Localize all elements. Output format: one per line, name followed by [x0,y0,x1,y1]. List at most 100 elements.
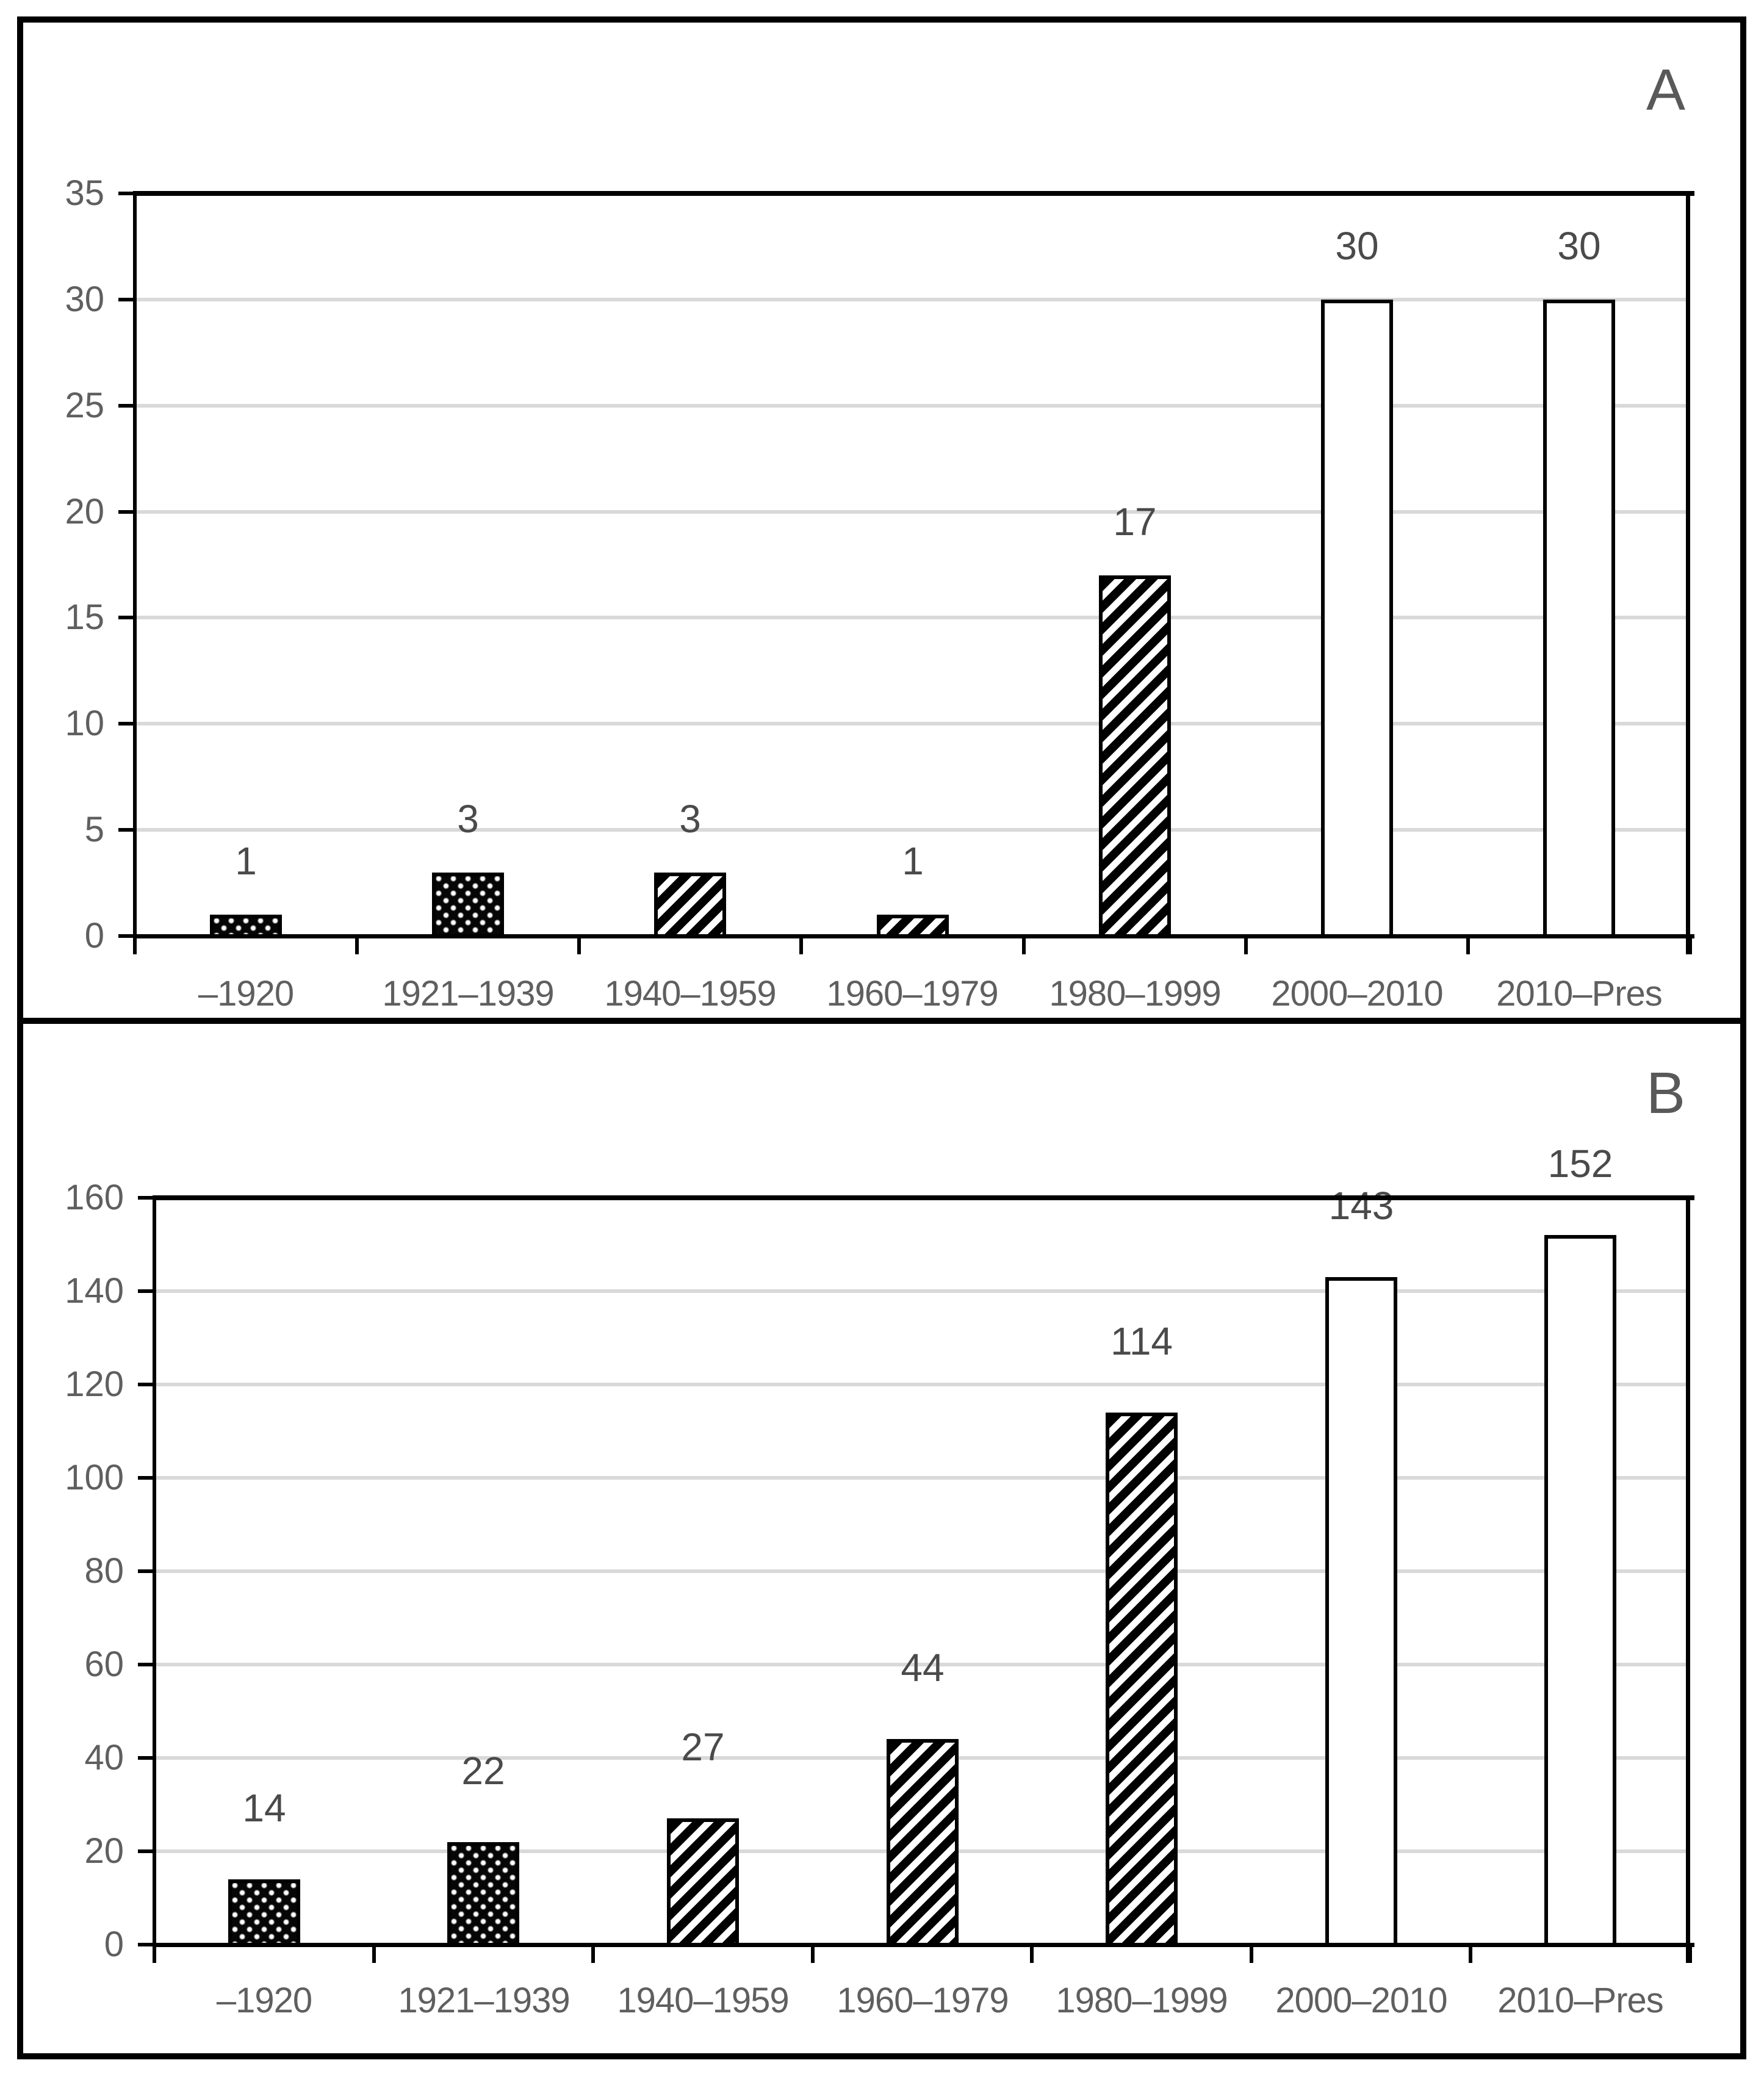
y-gridline [154,1476,1690,1480]
x-axis-category-label: 1940–1959 [617,1981,789,2020]
y-axis-tick-label: 100 [65,1458,124,1497]
y-axis-tick [138,1849,153,1853]
y-gridline [154,1383,1690,1386]
x-axis-tick [1469,1945,1472,1963]
y-gridline [154,1289,1690,1293]
y-axis-tick [138,1569,153,1573]
bar [667,1818,739,1946]
x-axis-category-label: 2000–2010 [1275,1981,1447,2020]
bar-value-label: 143 [1328,1184,1394,1228]
x-axis-category-label: 1960–1979 [837,1981,1009,2020]
plot-right-border [1686,191,1690,954]
y-gridline [154,1569,1690,1573]
panel-divider [17,1018,1746,1024]
y-axis-tick-label: 120 [65,1364,124,1404]
y-axis-line [153,1195,156,1963]
y-axis-tick-label: 35 [65,173,104,213]
y-axis-tick [138,1383,153,1386]
x-axis-tick [1244,936,1248,954]
y-axis-tick [118,298,133,301]
y-axis-tick-label: 30 [65,279,104,319]
bar-value-label: 17 [1113,500,1157,544]
y-axis-tick-label: 20 [65,492,104,531]
y-axis-tick-label: 0 [84,916,104,956]
bar [1325,1277,1397,1946]
y-axis-tick [138,1663,153,1666]
x-axis-tick [799,936,803,954]
bar-value-label: 30 [1557,224,1601,268]
bar-value-label: 1 [235,839,257,883]
x-axis-category-label: 1980–1999 [1056,1981,1228,2020]
bar [1106,1413,1178,1946]
y-axis-tick-label: 10 [65,704,104,743]
bar-value-label: 30 [1335,224,1379,268]
y-axis-tick [138,1943,153,1946]
bar [877,915,949,938]
bar [432,873,504,938]
x-axis-tick [1688,1945,1692,1963]
y-axis-tick-label: 40 [84,1738,124,1777]
y-axis-tick-label: 15 [65,597,104,637]
figure-border [17,16,1746,2059]
bar [1544,1235,1616,1946]
bar [654,873,726,938]
y-gridline [135,722,1690,726]
bar [1543,300,1615,938]
y-axis-tick [138,1756,153,1760]
y-axis-tick-label: 5 [84,810,104,849]
y-axis-tick [118,616,133,619]
x-axis-tick [133,936,137,954]
x-axis-line [153,1943,1694,1947]
bar-value-label: 152 [1547,1142,1613,1186]
bar [1099,575,1171,938]
y-gridline [135,298,1690,301]
plot-top-border [133,191,1694,196]
plot-top-border [153,1195,1694,1200]
y-axis-tick-label: 80 [84,1551,124,1591]
bar-value-label: 1 [902,839,924,883]
x-axis-category-label: 1960–1979 [826,974,998,1014]
x-axis-category-label: 2010–Pres [1496,974,1663,1014]
x-axis-tick [1022,936,1026,954]
x-axis-category-label: –1920 [198,974,294,1014]
y-axis-tick [138,1289,153,1293]
x-axis-category-label: 2000–2010 [1271,974,1443,1014]
bar [887,1739,959,1946]
y-gridline [135,510,1690,514]
x-axis-tick [1688,936,1692,954]
x-axis-tick [153,1945,156,1963]
x-axis-tick [1030,1945,1034,1963]
y-axis-tick [118,192,133,195]
y-axis-tick-label: 60 [84,1644,124,1684]
y-axis-tick [118,934,133,938]
x-axis-line [133,934,1694,938]
y-axis-tick-label: 25 [65,386,104,425]
bar-value-label: 22 [461,1749,505,1793]
y-axis-tick [138,1476,153,1480]
y-axis-tick-label: 0 [104,1925,124,1964]
x-axis-tick [1250,1945,1253,1963]
y-axis-tick [138,1196,153,1200]
y-axis-tick-label: 140 [65,1271,124,1311]
bar [447,1842,519,1946]
y-axis-line [133,191,137,954]
y-axis-tick [118,722,133,726]
panel-a-label: A [1646,57,1685,123]
x-axis-category-label: 1921–1939 [398,1981,570,2020]
y-axis-tick [118,828,133,832]
y-axis-tick-label: 160 [65,1178,124,1217]
bar-value-label: 3 [679,797,701,841]
x-axis-tick [372,1945,376,1963]
panel-b-label: B [1646,1060,1685,1126]
bar [228,1879,300,1946]
y-axis-tick-label: 20 [84,1831,124,1871]
y-gridline [154,1663,1690,1666]
x-axis-category-label: 2010–Pres [1497,1981,1664,2020]
bar-value-label: 44 [901,1646,945,1690]
x-axis-category-label: –1920 [216,1981,312,2020]
bar-value-label: 14 [242,1786,286,1830]
x-axis-tick [577,936,581,954]
